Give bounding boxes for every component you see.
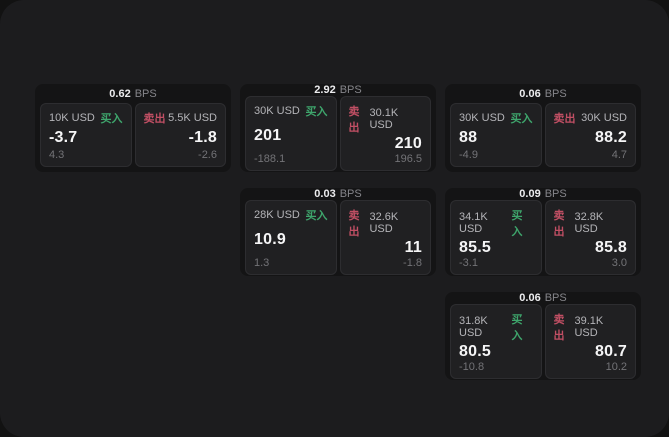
spread-card: 0.06 BPS 31.8K USD 买入 80.5 -10.8 卖出 39.1… [445, 292, 641, 380]
buy-panel[interactable]: 28K USD 买入 10.9 1.3 [245, 200, 337, 275]
bps-value: 0.03 [314, 188, 336, 200]
bps-header: 0.62 BPS [40, 84, 226, 103]
buy-main-value: 85.5 [459, 239, 491, 256]
buy-panel[interactable]: 31.8K USD 买入 80.5 -10.8 [450, 304, 542, 379]
sell-panel[interactable]: 卖出 32.8K USD 85.8 3.0 [544, 200, 636, 275]
card-body: 34.1K USD 买入 85.5 -3.1 卖出 32.8K USD 85.8… [450, 200, 636, 275]
sell-panel[interactable]: 卖出 30K USD 88.2 4.7 [544, 103, 636, 167]
buy-badge: 买入 [510, 113, 533, 125]
buy-notional-label: 34.1K USD [459, 211, 488, 235]
buy-notional-label: 31.8K USD [459, 315, 488, 339]
sell-main-value: 210 [394, 135, 422, 152]
buy-panel[interactable]: 30K USD 买入 88 -4.9 [450, 103, 542, 167]
sell-badge: 卖出 [348, 106, 360, 134]
sell-notional-label: 30K USD [581, 112, 627, 124]
sell-notional-label: 32.8K USD [574, 211, 604, 235]
buy-main-value: -3.7 [49, 128, 78, 146]
sell-delta-value: 3.0 [611, 257, 627, 269]
bps-header: 0.03 BPS [245, 188, 431, 200]
sell-notional-label: 30.1K USD [369, 107, 399, 131]
spread-card: 0.03 BPS 28K USD 买入 10.9 1.3 卖出 32.6K US… [240, 188, 436, 276]
buy-badge: 买入 [100, 113, 123, 125]
buy-badge: 买入 [511, 314, 523, 342]
card-body: 31.8K USD 买入 80.5 -10.8 卖出 39.1K USD 80.… [450, 304, 636, 379]
sell-badge: 卖出 [553, 113, 576, 125]
bps-value: 0.06 [519, 87, 541, 100]
bps-value: 0.06 [519, 292, 541, 304]
sell-main-value: 11 [404, 239, 422, 256]
card-body: 30K USD 买入 88 -4.9 卖出 30K USD 88.2 4.7 [450, 103, 636, 167]
buy-badge: 买入 [511, 210, 523, 238]
spread-card: 0.06 BPS 30K USD 买入 88 -4.9 卖出 30K USD [445, 84, 641, 172]
buy-main-value: 201 [254, 127, 282, 144]
sell-delta-value: 10.2 [605, 361, 627, 373]
sell-panel[interactable]: 卖出 30.1K USD 210 196.5 [339, 96, 431, 171]
bps-header: 0.09 BPS [450, 188, 636, 200]
sell-badge: 卖出 [553, 210, 565, 238]
sell-notional-label: 39.1K USD [574, 315, 604, 339]
sell-panel[interactable]: 卖出 32.6K USD 11 -1.8 [339, 200, 431, 275]
bps-value: 0.62 [109, 87, 131, 100]
buy-notional-label: 28K USD [254, 209, 300, 221]
sell-panel[interactable]: 卖出 39.1K USD 80.7 10.2 [544, 304, 636, 379]
card-body: 28K USD 买入 10.9 1.3 卖出 32.6K USD 11 -1.8 [245, 200, 431, 275]
spread-card: 2.92 BPS 30K USD 买入 201 -188.1 卖出 30.1K … [240, 84, 436, 172]
buy-delta-value: -188.1 [254, 153, 286, 165]
sell-notional-label: 32.6K USD [369, 211, 399, 235]
sell-delta-value: 4.7 [611, 149, 627, 161]
buy-main-value: 80.5 [459, 343, 491, 360]
sell-main-value: -1.8 [188, 128, 217, 146]
sell-delta-value: -1.8 [403, 257, 422, 269]
spread-card: 0.62 BPS 10K USD 买入 -3.7 4.3 卖出 5.5K USD [35, 84, 231, 172]
card-body: 10K USD 买入 -3.7 4.3 卖出 5.5K USD -1.8 -2.… [40, 103, 226, 167]
sell-main-value: 88.2 [595, 128, 627, 146]
buy-main-value: 88 [459, 128, 478, 146]
spread-card: 0.09 BPS 34.1K USD 买入 85.5 -3.1 卖出 32.8K… [445, 188, 641, 276]
bps-header: 0.06 BPS [450, 84, 636, 103]
bps-unit-label: BPS [544, 292, 567, 304]
bps-unit-label: BPS [134, 87, 157, 100]
buy-delta-value: -4.9 [459, 149, 478, 161]
sell-notional-label: 5.5K USD [168, 112, 217, 124]
buy-notional-label: 30K USD [459, 112, 505, 124]
buy-panel[interactable]: 10K USD 买入 -3.7 4.3 [40, 103, 132, 167]
bps-unit-label: BPS [339, 84, 362, 96]
sell-delta-value: 196.5 [394, 153, 422, 165]
buy-panel[interactable]: 30K USD 买入 201 -188.1 [245, 96, 337, 171]
buy-delta-value: -10.8 [459, 361, 485, 373]
cards-grid: 0.62 BPS 10K USD 买入 -3.7 4.3 卖出 5.5K USD [35, 84, 641, 380]
buy-delta-value: -3.1 [459, 257, 478, 269]
bps-unit-label: BPS [544, 87, 567, 100]
bps-value: 2.92 [314, 84, 336, 96]
sell-main-value: 85.8 [595, 239, 627, 256]
sell-badge: 卖出 [348, 210, 360, 238]
buy-badge: 买入 [305, 210, 328, 222]
sell-badge: 卖出 [553, 314, 565, 342]
buy-panel[interactable]: 34.1K USD 买入 85.5 -3.1 [450, 200, 542, 275]
bps-header: 0.06 BPS [450, 292, 636, 304]
buy-notional-label: 10K USD [49, 112, 95, 124]
bps-unit-label: BPS [544, 188, 567, 200]
buy-notional-label: 30K USD [254, 105, 300, 117]
sell-badge: 卖出 [143, 113, 166, 125]
buy-badge: 买入 [305, 106, 328, 118]
sell-delta-value: -2.6 [198, 149, 217, 161]
bps-header: 2.92 BPS [245, 84, 431, 96]
sell-panel[interactable]: 卖出 5.5K USD -1.8 -2.6 [134, 103, 226, 167]
buy-delta-value: 4.3 [49, 149, 65, 161]
bps-unit-label: BPS [339, 188, 362, 200]
card-body: 30K USD 买入 201 -188.1 卖出 30.1K USD 210 1… [245, 96, 431, 171]
sell-main-value: 80.7 [595, 343, 627, 360]
buy-delta-value: 1.3 [254, 257, 270, 269]
buy-main-value: 10.9 [254, 231, 286, 248]
bps-value: 0.09 [519, 188, 541, 200]
